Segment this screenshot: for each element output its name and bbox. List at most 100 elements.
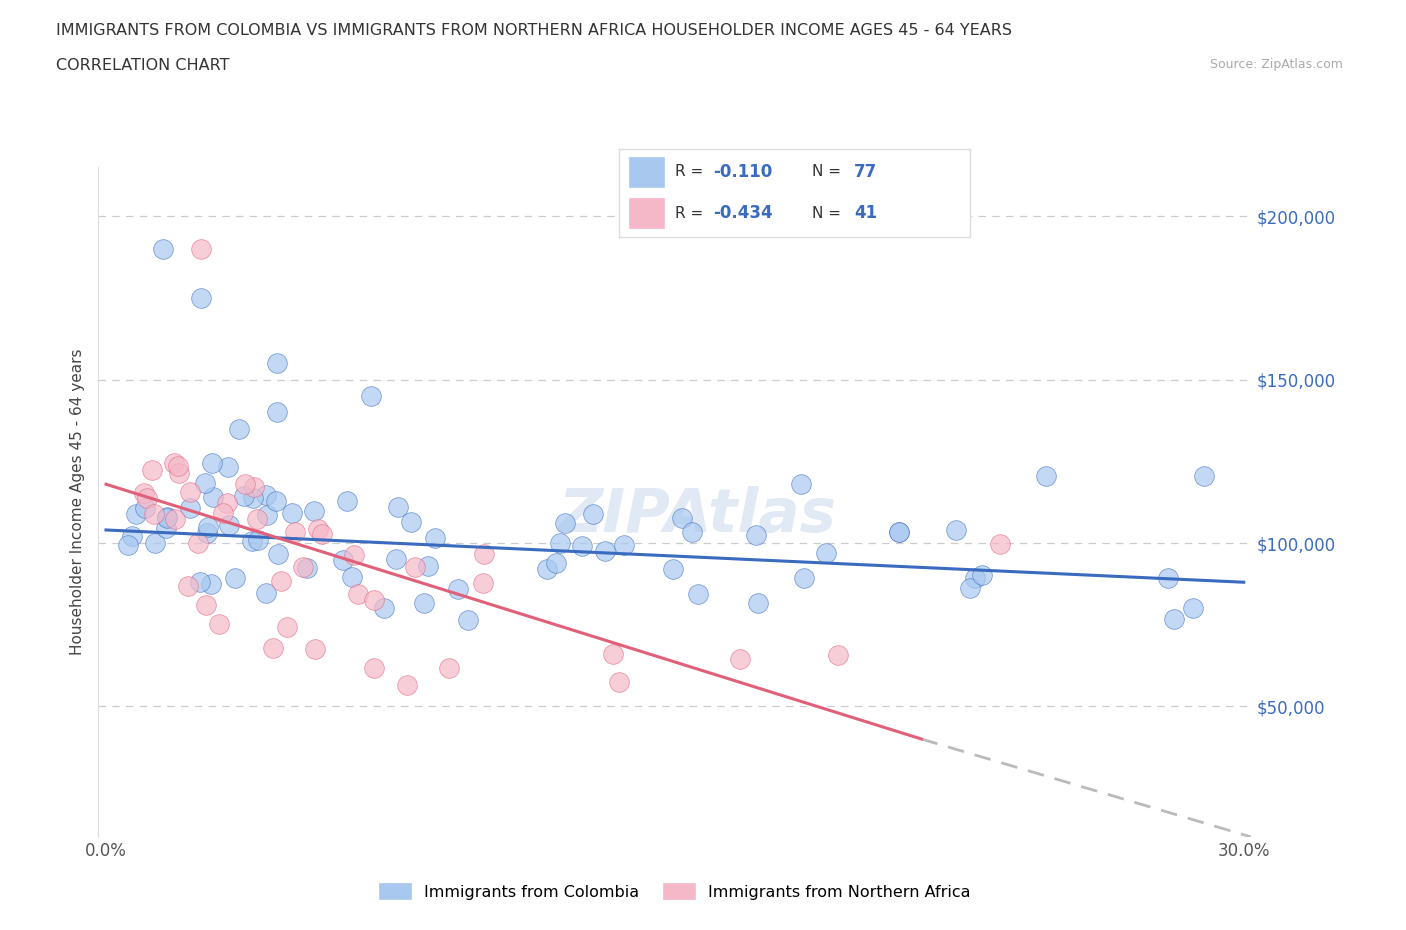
Point	[373, 600, 395, 615]
Point	[167, 466, 190, 481]
Point	[332, 552, 354, 567]
Point	[163, 512, 186, 526]
Legend: Immigrants from Colombia, Immigrants from Northern Africa: Immigrants from Colombia, Immigrants fro…	[373, 877, 977, 906]
Text: -0.434: -0.434	[713, 205, 773, 222]
Bar	[630, 198, 664, 228]
Point	[266, 356, 288, 371]
Text: N =: N =	[813, 165, 846, 179]
Point	[201, 456, 224, 471]
Point	[194, 476, 217, 491]
Point	[1182, 601, 1205, 616]
Point	[1035, 469, 1057, 484]
Point	[125, 507, 148, 522]
Text: 41: 41	[855, 205, 877, 222]
Point	[972, 567, 994, 582]
Point	[363, 592, 385, 607]
Point	[242, 534, 264, 549]
Y-axis label: Householder Income Ages 45 - 64 years: Householder Income Ages 45 - 64 years	[70, 349, 86, 656]
Point	[887, 525, 910, 539]
Point	[254, 487, 277, 502]
Point	[208, 617, 231, 631]
Point	[217, 459, 239, 474]
Text: 77: 77	[855, 163, 877, 180]
Point	[167, 458, 190, 473]
Point	[827, 648, 849, 663]
Point	[395, 678, 418, 693]
Point	[360, 389, 382, 404]
Point	[965, 570, 987, 585]
Point	[363, 660, 385, 675]
Point	[156, 511, 179, 525]
Point	[340, 569, 363, 584]
Text: R =: R =	[675, 206, 709, 220]
Point	[246, 533, 269, 548]
Point	[197, 520, 219, 535]
Point	[311, 526, 333, 541]
Point	[671, 512, 693, 526]
Point	[304, 642, 326, 657]
Point	[682, 525, 704, 539]
Point	[343, 548, 366, 563]
Point	[302, 503, 325, 518]
Point	[270, 574, 292, 589]
Point	[307, 522, 329, 537]
Point	[437, 660, 460, 675]
Point	[387, 500, 409, 515]
Point	[613, 538, 636, 552]
Point	[143, 507, 166, 522]
Point	[177, 578, 200, 593]
Point	[200, 577, 222, 591]
Text: Source: ZipAtlas.com: Source: ZipAtlas.com	[1209, 58, 1343, 71]
Point	[141, 463, 163, 478]
Point	[336, 494, 359, 509]
Point	[471, 576, 494, 591]
Point	[228, 421, 250, 436]
Point	[217, 495, 239, 510]
Point	[276, 619, 298, 634]
Point	[134, 500, 156, 515]
Point	[121, 529, 143, 544]
Point	[152, 242, 174, 257]
Point	[134, 485, 156, 500]
Point	[256, 585, 278, 600]
Point	[662, 562, 685, 577]
Point	[292, 560, 315, 575]
Point	[179, 485, 201, 499]
Point	[233, 476, 256, 491]
Point	[790, 476, 813, 491]
Point	[163, 456, 186, 471]
Point	[423, 531, 446, 546]
Point	[187, 536, 209, 551]
Point	[404, 559, 426, 574]
Point	[155, 521, 177, 536]
Text: CORRELATION CHART: CORRELATION CHART	[56, 58, 229, 73]
Point	[536, 562, 558, 577]
Point	[242, 490, 264, 505]
Point	[745, 528, 768, 543]
Text: N =: N =	[813, 206, 846, 220]
Point	[1156, 570, 1178, 585]
Point	[546, 555, 568, 570]
Point	[945, 523, 967, 538]
Point	[399, 515, 422, 530]
Point	[418, 559, 440, 574]
Point	[136, 491, 159, 506]
Point	[602, 647, 624, 662]
Point	[233, 488, 256, 503]
Text: R =: R =	[675, 165, 709, 179]
Point	[472, 547, 495, 562]
Text: IMMIGRANTS FROM COLOMBIA VS IMMIGRANTS FROM NORTHERN AFRICA HOUSEHOLDER INCOME A: IMMIGRANTS FROM COLOMBIA VS IMMIGRANTS F…	[56, 23, 1012, 38]
Point	[384, 551, 406, 566]
Point	[582, 507, 605, 522]
Point	[262, 641, 284, 656]
Point	[179, 501, 201, 516]
Point	[188, 574, 211, 589]
Point	[256, 508, 278, 523]
Point	[747, 596, 769, 611]
Point	[457, 613, 479, 628]
Point	[266, 405, 288, 419]
Point	[815, 545, 838, 560]
Point	[446, 582, 468, 597]
Point	[190, 290, 212, 305]
Point	[211, 506, 233, 521]
